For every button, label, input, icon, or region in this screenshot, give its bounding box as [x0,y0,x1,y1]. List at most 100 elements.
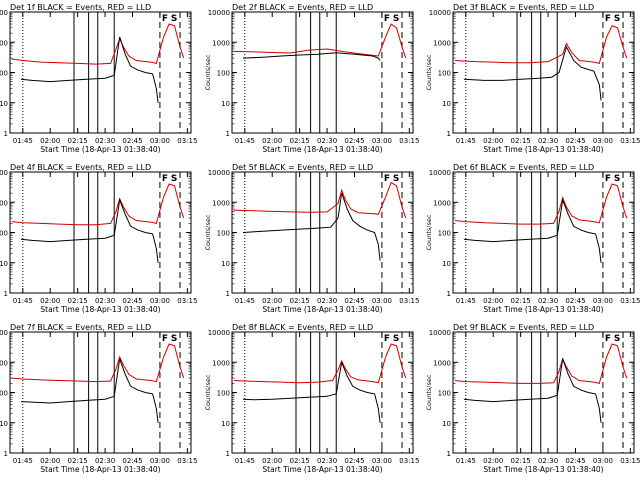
marker-letter-f: F [384,14,390,24]
marker-letter-f: F [384,334,390,344]
plot-frame [231,11,414,134]
x-tick-label: 03:15 [399,137,419,145]
y-tick-label: 1000 [433,199,451,207]
marker-letter-f: F [162,14,168,24]
x-tick-label: 02:45 [122,297,142,305]
y-tick-label: 10 [0,100,8,108]
x-tick-label: 03:15 [177,137,197,145]
x-tick-label: 03:00 [593,457,613,465]
plot-frame [452,331,635,454]
x-tick-label: 02:00 [483,297,503,305]
x-tick-label: 02:30 [317,297,337,305]
marker-letter-f: F [162,334,168,344]
y-tick-label: 100 [438,230,451,238]
panel-title: Det 9f BLACK = Events, RED = LLD [453,323,594,332]
x-tick-label: 03:00 [150,137,170,145]
y-tick-label: 10000 [208,9,230,17]
lld-series-line [454,183,628,225]
x-tick-label: 02:30 [317,137,337,145]
lld-series-line [11,343,185,383]
plot-frame [9,11,192,134]
x-tick-label: 01:45 [13,457,33,465]
detector-panel-5: Det 5f BLACK = Events, RED = LLD 1 10 100 10… [204,163,419,314]
x-tick-label: 02:15 [68,457,88,465]
y-tick-label: 10000 [208,169,230,177]
detector-panel-7: Det 7f BLACK = Events, RED = LLD 1 10 100 10… [0,323,197,474]
events-series-line [20,358,159,423]
marker-letter-s: S [393,14,399,24]
x-axis-label: Start Time (18-Apr-13 01:38:40) [40,305,160,314]
x-tick-label: 02:00 [262,457,282,465]
events-series-line [242,192,381,261]
y-tick-label: 1 [226,450,230,458]
marker-letter-s: S [171,334,177,344]
plot-frame [452,11,635,134]
x-tick-label: 02:45 [344,297,364,305]
y-axis-label: Counts/sec [204,214,212,250]
y-tick-label: 1 [447,130,451,138]
marker-letter-f: F [605,14,611,24]
detector-panel-9: Det 9f BLACK = Events, RED = LLD 1 10 100 10… [425,323,640,474]
y-axis-label: Counts/sec [204,54,212,90]
x-tick-label: 03:15 [620,137,640,145]
x-tick-label: 03:00 [372,137,392,145]
y-tick-label: 1 [4,450,8,458]
events-series-line [20,197,159,263]
x-tick-label: 02:30 [538,457,558,465]
x-tick-label: 03:15 [177,297,197,305]
x-axis-label: Start Time (18-Apr-13 01:38:40) [483,465,603,474]
x-tick-label: 02:30 [95,137,115,145]
y-tick-label: 100 [217,230,230,238]
x-tick-label: 01:45 [456,137,476,145]
x-axis-label: Start Time (18-Apr-13 01:38:40) [40,465,160,474]
plot-frame [9,331,192,454]
x-tick-label: 02:45 [565,137,585,145]
x-axis-label: Start Time (18-Apr-13 01:38:40) [483,305,603,314]
panel-title: Det 6f BLACK = Events, RED = LLD [453,163,594,172]
events-series-line [20,36,159,103]
panel-title: Det 4f BLACK = Events, RED = LLD [10,163,151,172]
x-tick-label: 02:15 [511,137,531,145]
panel-title: Det 3f BLACK = Events, RED = LLD [453,3,594,12]
marker-letter-f: F [162,174,168,184]
x-tick-label: 01:45 [235,457,255,465]
x-axis-label: Start Time (18-Apr-13 01:38:40) [262,145,382,154]
panel-title: Det 7f BLACK = Events, RED = LLD [10,323,151,332]
marker-letter-f: F [384,174,390,184]
marker-letter-s: S [614,334,620,344]
x-tick-label: 03:15 [620,297,640,305]
x-axis-label: Start Time (18-Apr-13 01:38:40) [262,465,382,474]
y-tick-label: 100 [217,390,230,398]
lld-series-line [233,23,407,59]
y-tick-label: 1000 [433,39,451,47]
y-tick-label: 10 [442,260,451,268]
lld-series-line [454,25,628,64]
y-tick-label: 1 [4,130,8,138]
lld-series-line [11,183,185,226]
x-tick-label: 03:15 [177,457,197,465]
x-tick-label: 02:30 [95,297,115,305]
x-tick-label: 02:15 [511,457,531,465]
x-tick-label: 02:15 [511,297,531,305]
x-axis-label: Start Time (18-Apr-13 01:38:40) [262,305,382,314]
y-tick-label: 100 [0,390,8,398]
plot-frame [231,171,414,294]
panel-title: Det 8f BLACK = Events, RED = LLD [232,323,373,332]
x-tick-label: 02:00 [483,137,503,145]
y-tick-label: 100 [438,390,451,398]
y-tick-label: 10000 [0,9,8,17]
detector-panel-3: Det 3f BLACK = Events, RED = LLD 1 10 100 10… [425,3,640,154]
x-tick-label: 02:00 [483,457,503,465]
plot-frame [9,171,192,294]
y-tick-label: 100 [217,70,230,78]
y-tick-label: 10 [0,260,8,268]
detector-panel-8: Det 8f BLACK = Events, RED = LLD 1 10 100 10… [204,323,419,474]
x-tick-label: 02:30 [317,457,337,465]
plot-frame [452,171,635,294]
x-tick-label: 02:00 [40,137,60,145]
x-tick-label: 02:45 [122,457,142,465]
x-tick-label: 03:00 [372,457,392,465]
y-tick-label: 10000 [0,329,8,337]
lld-series-line [11,23,185,65]
x-tick-label: 03:00 [150,297,170,305]
